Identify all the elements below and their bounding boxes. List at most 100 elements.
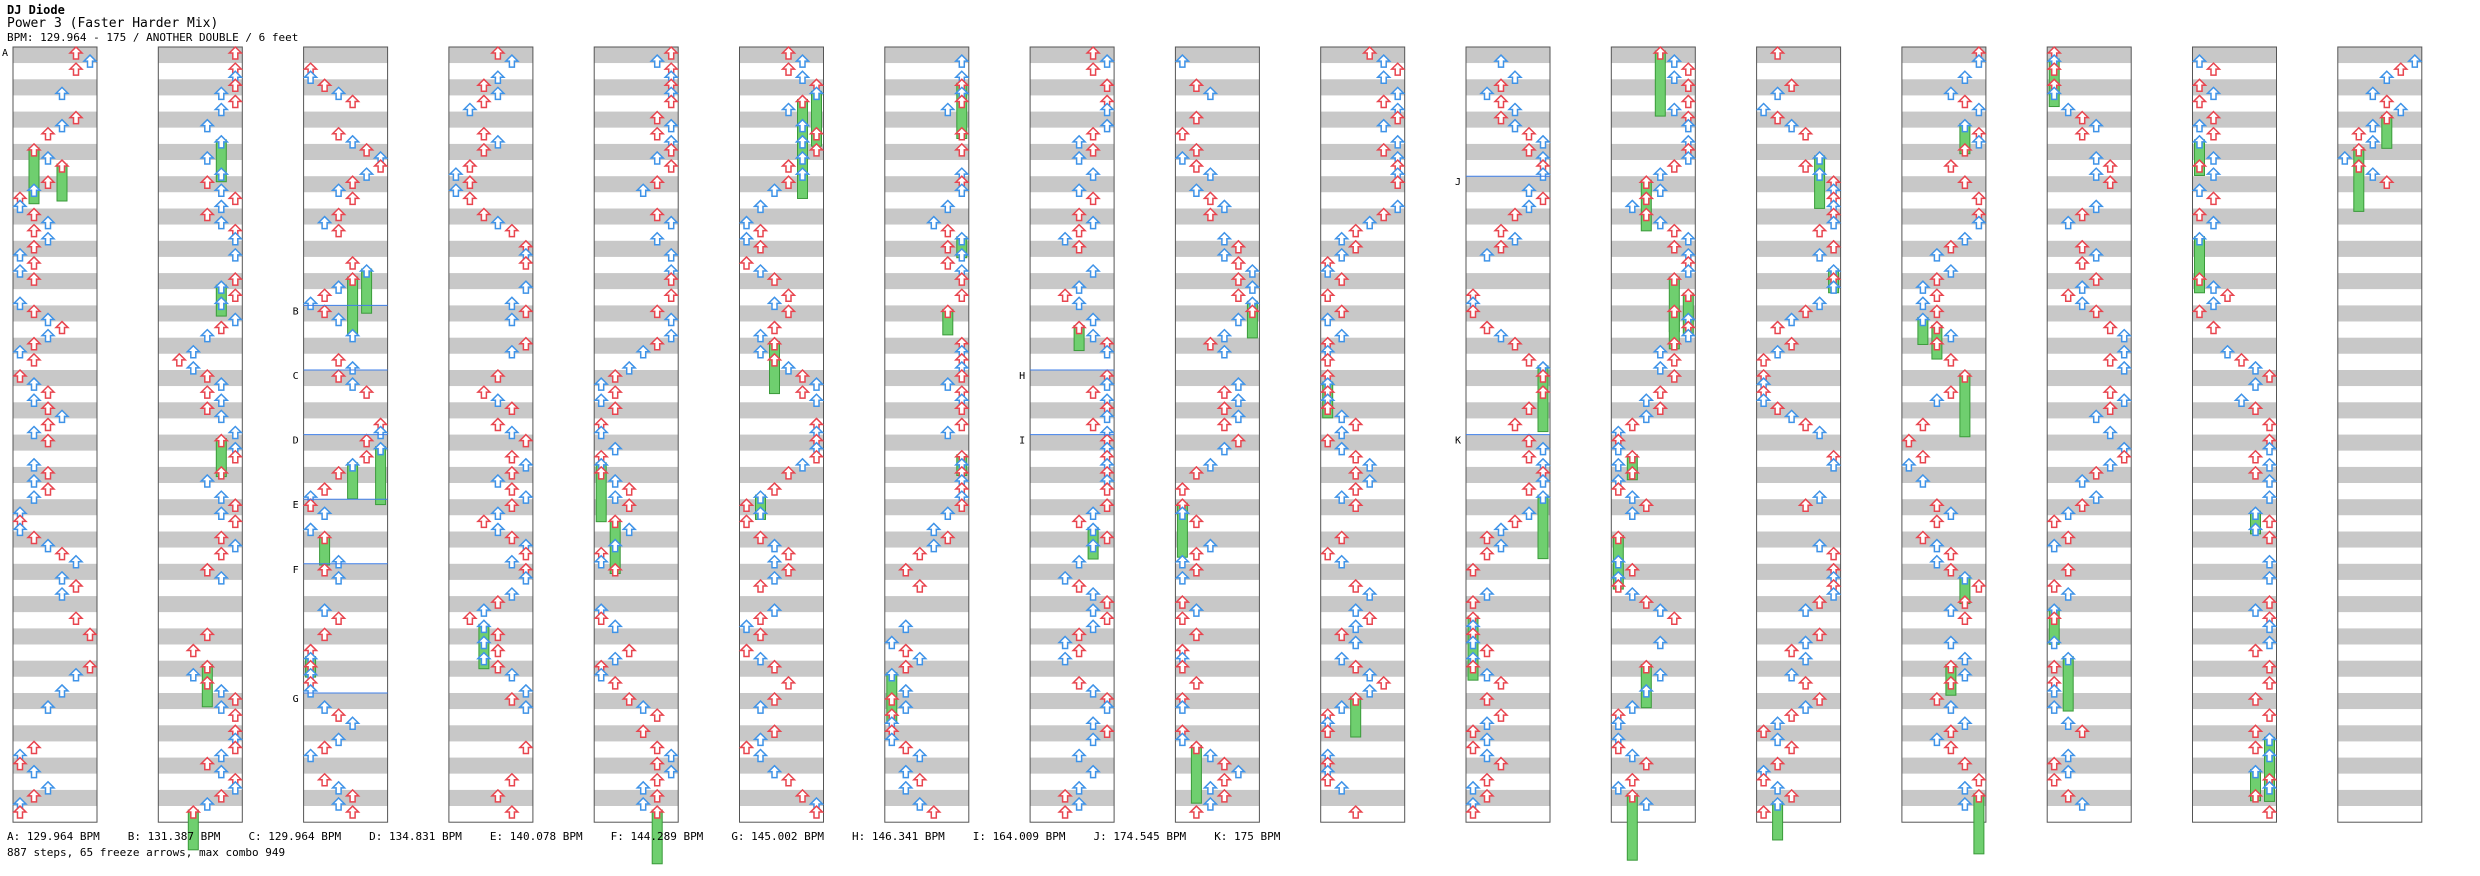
quarter-note-arrow xyxy=(2261,675,2278,690)
quarter-note-arrow xyxy=(316,627,333,642)
eighth-note-arrow xyxy=(2261,619,2278,634)
quarter-note-arrow xyxy=(185,804,202,819)
eighth-note-arrow xyxy=(344,328,361,343)
quarter-note-arrow xyxy=(40,385,56,399)
eighth-note-arrow xyxy=(1347,619,1364,634)
quarter-note-arrow xyxy=(227,191,244,206)
quarter-note-arrow xyxy=(1375,207,1392,222)
quarter-note-arrow xyxy=(330,368,347,383)
quarter-note-arrow xyxy=(40,433,56,448)
eighth-note-arrow xyxy=(766,538,783,553)
quarter-note-arrow xyxy=(1797,126,1814,141)
eighth-note-arrow xyxy=(1057,570,1073,585)
eighth-note-arrow xyxy=(663,215,680,230)
quarter-note-arrow xyxy=(344,175,361,189)
eighth-note-arrow xyxy=(621,522,638,537)
quarter-note-arrow xyxy=(1638,207,1655,222)
quarter-note-arrow xyxy=(518,740,534,755)
quarter-note-arrow xyxy=(1099,481,1115,496)
eighth-note-arrow xyxy=(213,102,230,117)
quarter-note-arrow xyxy=(1347,417,1364,432)
eighth-note-arrow xyxy=(2074,280,2091,294)
quarter-note-arrow xyxy=(621,643,638,658)
quarter-note-arrow xyxy=(1174,126,1191,141)
quarter-note-arrow xyxy=(752,239,769,254)
quarter-note-arrow xyxy=(199,175,216,189)
quarter-note-arrow xyxy=(1783,336,1800,351)
quarter-note-arrow xyxy=(1638,659,1655,674)
quarter-note-arrow xyxy=(330,352,347,367)
eighth-note-arrow xyxy=(1099,700,1115,714)
quarter-note-arrow xyxy=(227,708,244,722)
eighth-note-arrow xyxy=(607,651,624,666)
eighth-note-arrow xyxy=(1755,393,1772,407)
eighth-note-arrow xyxy=(1333,328,1350,343)
eighth-note-arrow xyxy=(40,231,56,246)
quarter-note-arrow xyxy=(1915,530,1931,545)
quarter-note-arrow xyxy=(1624,788,1641,803)
quarter-note-arrow xyxy=(490,659,506,674)
eighth-note-arrow xyxy=(227,247,244,262)
quarter-note-arrow xyxy=(1347,223,1364,238)
bpm-change-label: H xyxy=(1019,371,1025,382)
quarter-note-arrow xyxy=(1071,627,1087,642)
quarter-note-arrow xyxy=(1071,514,1087,529)
eighth-note-arrow xyxy=(2088,247,2105,262)
eighth-note-arrow xyxy=(663,247,680,262)
column-border xyxy=(1756,46,1842,823)
quarter-note-arrow xyxy=(1216,385,1233,399)
quarter-note-arrow xyxy=(26,207,42,222)
eighth-note-arrow xyxy=(1507,102,1523,117)
quarter-note-arrow xyxy=(780,465,797,480)
quarter-note-arrow xyxy=(897,643,914,658)
eighth-note-arrow xyxy=(1610,780,1627,795)
eighth-note-arrow xyxy=(1610,457,1627,472)
eighth-note-arrow xyxy=(897,780,914,795)
quarter-note-arrow xyxy=(1783,708,1800,722)
quarter-note-arrow xyxy=(504,498,520,512)
chart-column xyxy=(2337,46,2423,823)
eighth-note-arrow xyxy=(1929,393,1945,407)
quarter-note-arrow xyxy=(1465,804,1481,819)
bpm-change-label: J xyxy=(1455,177,1461,188)
eighth-note-arrow xyxy=(40,312,56,327)
quarter-note-arrow xyxy=(2247,724,2264,739)
quarter-note-arrow xyxy=(12,368,28,383)
freeze-arrow xyxy=(1537,494,1549,560)
quarter-note-arrow xyxy=(1071,675,1087,690)
eighth-note-arrow xyxy=(1666,70,1683,84)
eighth-note-arrow xyxy=(82,54,98,68)
quarter-note-arrow xyxy=(794,368,811,383)
quarter-note-arrow xyxy=(1521,352,1537,367)
eighth-note-arrow xyxy=(607,473,624,488)
eighth-note-arrow xyxy=(766,570,783,585)
quarter-note-arrow xyxy=(1971,772,1987,787)
eighth-note-arrow xyxy=(54,409,70,424)
quarter-note-arrow xyxy=(316,481,333,496)
eighth-note-arrow xyxy=(2088,118,2105,133)
freeze-arrow xyxy=(1626,793,1638,861)
quarter-note-arrow xyxy=(2102,320,2119,335)
eighth-note-arrow xyxy=(2205,280,2222,294)
eighth-note-arrow xyxy=(1957,118,1973,133)
quarter-note-arrow xyxy=(2088,465,2105,480)
eighth-note-arrow xyxy=(794,457,811,472)
eighth-note-arrow xyxy=(752,263,769,278)
quarter-note-arrow xyxy=(1347,578,1364,593)
eighth-note-arrow xyxy=(1174,554,1191,569)
eighth-note-arrow xyxy=(1957,70,1973,84)
bpm-legend-item: H: 146.341 BPM xyxy=(852,830,945,843)
eighth-note-arrow xyxy=(54,683,70,698)
quarter-note-arrow xyxy=(1521,433,1537,448)
quarter-note-arrow xyxy=(911,578,928,593)
quarter-note-arrow xyxy=(2261,514,2278,529)
quarter-note-arrow xyxy=(1797,304,1814,319)
quarter-note-arrow xyxy=(1319,401,1336,416)
eighth-note-arrow xyxy=(12,247,28,262)
quarter-note-arrow xyxy=(1929,320,1945,335)
eighth-note-arrow xyxy=(2088,490,2105,504)
quarter-note-arrow xyxy=(1825,546,1842,561)
eighth-note-arrow xyxy=(476,635,492,650)
eighth-note-arrow xyxy=(518,570,534,585)
quarter-note-arrow xyxy=(808,449,825,464)
